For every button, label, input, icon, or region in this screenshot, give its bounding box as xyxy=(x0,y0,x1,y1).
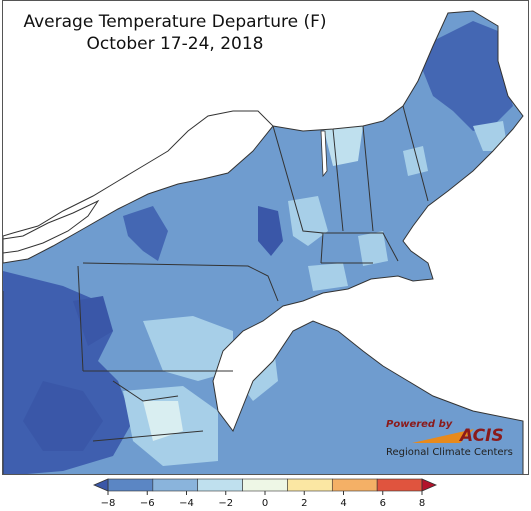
logo-subtitle: Regional Climate Centers xyxy=(386,447,513,458)
legend-tick-label: −6 xyxy=(140,498,155,508)
zone-light-nh xyxy=(403,146,428,176)
temperature-departure-map xyxy=(3,10,524,474)
zone-light-vermont xyxy=(288,196,328,246)
coastline xyxy=(3,10,524,474)
legend-tick-label: 0 xyxy=(262,498,268,508)
legend-ticks: −8 −6 −4 −2 0 2 4 6 8 xyxy=(101,491,425,508)
legend-tick-label: 8 xyxy=(419,498,425,508)
zone-dark-southwest xyxy=(23,381,103,451)
color-legend: −8 −6 −4 −2 0 2 4 6 8 xyxy=(92,478,438,508)
legend-max-arrow xyxy=(421,478,438,492)
legend-tick-label: 4 xyxy=(340,498,346,508)
legend-tick-label: −8 xyxy=(101,498,116,508)
map-date-range: October 17-24, 2018 xyxy=(86,34,264,54)
lake-erie xyxy=(3,199,100,254)
zone-lightest-virginia xyxy=(143,401,183,441)
legend-swatch xyxy=(331,478,378,492)
legend-swatch xyxy=(197,478,243,492)
legend-swatch xyxy=(107,478,154,492)
map-frame xyxy=(2,0,529,475)
legend-min-arrow xyxy=(92,478,109,492)
legend-swatch xyxy=(152,478,199,492)
state-borders xyxy=(77,105,429,442)
logo-brand: ACIS xyxy=(458,426,504,446)
legend-swatch xyxy=(376,478,423,492)
legend-swatches xyxy=(107,478,423,492)
lake-champlain xyxy=(320,130,328,178)
zone-dark-lake-ontario-south xyxy=(123,206,168,261)
legend-swatch xyxy=(287,478,333,492)
map-title: Average Temperature Departure (F) xyxy=(23,12,327,32)
legend-tick-label: 6 xyxy=(380,498,386,508)
zone-light-ct xyxy=(308,263,348,291)
logo-swoosh-icon xyxy=(412,429,474,443)
zone-light-ma xyxy=(323,126,363,166)
legend-tick-label: −2 xyxy=(218,498,233,508)
zone-dark-maine xyxy=(423,21,513,131)
legend-tick-label: −4 xyxy=(179,498,194,508)
zone-dark-mid xyxy=(73,296,113,346)
zone-light-pa-east xyxy=(143,316,233,381)
legend-swatch xyxy=(242,478,288,492)
logo-powered-by: Powered by xyxy=(386,419,453,430)
legend-tick-label: 2 xyxy=(301,498,307,508)
zone-light-ri xyxy=(358,231,388,266)
acis-logo: Powered by ACIS Regional Climate Centers xyxy=(386,419,513,458)
zone-dark-adirondack xyxy=(258,206,283,256)
